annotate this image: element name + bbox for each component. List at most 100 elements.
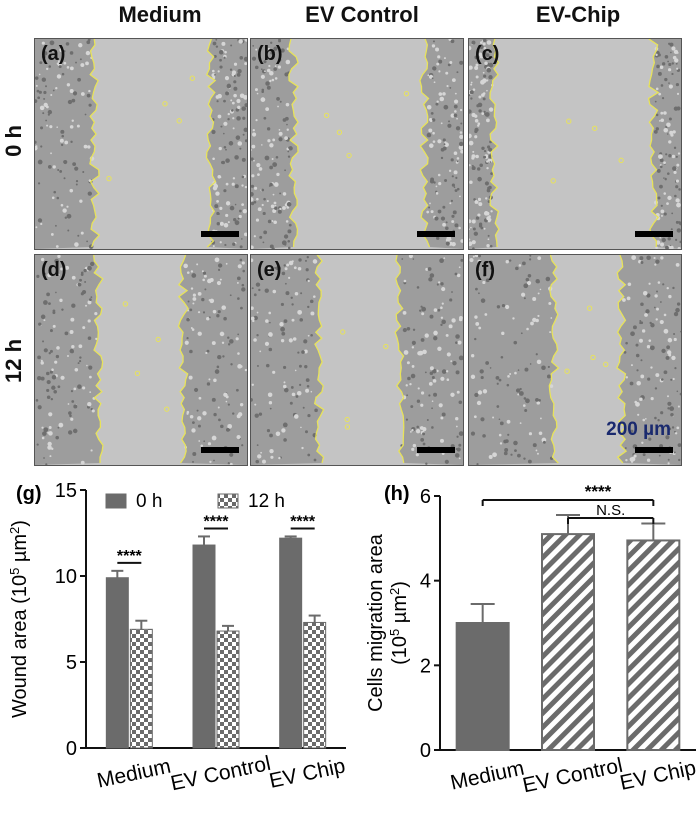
panel-letter: (e)	[257, 259, 282, 281]
wound-area-chart: (g) 0 5 10 15 Wound area (105 µm2) **** **** ***…	[7, 480, 348, 796]
column-title-ev-control: EV Control	[305, 2, 419, 27]
x-tick-label: EV Chip	[267, 754, 347, 793]
wound-edge-right	[205, 39, 217, 248]
y-axis-label-line1: Cells migration area	[365, 533, 387, 712]
floating-cell	[346, 152, 352, 159]
wound-image	[35, 255, 247, 465]
comparison-label: ****	[585, 482, 612, 501]
panel-letter: (d)	[41, 259, 67, 281]
scale-bar	[201, 231, 239, 237]
bar	[129, 628, 153, 749]
panel-letter: (a)	[41, 43, 66, 65]
cell-layer-left	[251, 255, 324, 465]
cell-layer-right	[419, 39, 463, 249]
wound-edge-right	[616, 255, 628, 464]
y-tick-label: 15	[55, 480, 77, 502]
micrograph-panel: (e)	[250, 254, 464, 466]
wound-edge-left	[288, 39, 299, 248]
bar	[192, 544, 216, 749]
column-title-ev-chip: EV-Chip	[535, 2, 621, 27]
y-axis-label: (105 µm2)	[387, 581, 412, 665]
bar	[303, 621, 327, 749]
legend-label: 12 h	[248, 491, 285, 512]
micrograph-panel: (d)	[34, 254, 248, 466]
y-tick-label: 4	[420, 571, 431, 593]
panel-letter: (g)	[16, 483, 42, 505]
floating-cell	[155, 336, 161, 343]
column-title-medium: Medium	[118, 2, 202, 27]
cell-layer-right	[206, 39, 247, 249]
wound-image	[35, 39, 247, 249]
significance-label: ****	[117, 548, 143, 565]
scale-bar	[417, 231, 455, 237]
y-tick-label: 2	[420, 655, 431, 677]
wound-edge-right	[177, 255, 189, 464]
floating-cell	[590, 354, 596, 361]
wound-edge-left	[489, 39, 500, 248]
x-tick-label: Medium	[95, 755, 173, 793]
cell-layer-right	[395, 255, 463, 465]
y-tick-label: 0	[66, 738, 77, 760]
x-tick-label: EV Control	[169, 752, 273, 796]
y-axis-label: Wound area (105 µm2)	[7, 520, 32, 718]
wound-image	[251, 39, 463, 249]
floating-cell	[164, 406, 170, 412]
bar	[455, 622, 510, 751]
bar	[626, 539, 681, 752]
cell-layer-left	[469, 39, 499, 249]
comparison-label: N.S.	[596, 502, 625, 519]
floating-cell	[336, 129, 343, 135]
row-label-0h: 0 h	[1, 125, 26, 157]
panel-letter: (c)	[475, 43, 500, 65]
scale-bar	[635, 231, 673, 237]
scale-bar	[201, 447, 239, 453]
floating-cell	[176, 118, 182, 124]
floating-cell	[189, 75, 195, 81]
floating-cell	[340, 329, 346, 335]
bar	[541, 533, 595, 751]
y-tick-label: 0	[420, 740, 431, 762]
bar	[105, 577, 129, 749]
floating-cell	[603, 361, 609, 368]
micrograph-panel: (b)	[250, 38, 464, 250]
floating-cell	[586, 305, 593, 311]
wound-edge-right	[394, 255, 405, 464]
wound-edge-left	[89, 39, 101, 248]
floating-cell	[592, 125, 598, 131]
floating-cell	[566, 118, 572, 124]
wound-image	[251, 255, 463, 465]
y-tick-label: 5	[66, 652, 77, 674]
legend-label: 0 h	[136, 491, 162, 512]
floating-cell	[323, 112, 330, 119]
panel-letter: (h)	[384, 483, 410, 505]
micrograph-panel: (f) 200 µm	[468, 254, 682, 466]
wound-edge-right	[419, 39, 431, 248]
cell-layer-left	[469, 255, 559, 465]
floating-cell	[162, 101, 168, 107]
floating-cell	[383, 343, 389, 350]
y-tick-label: 6	[420, 486, 431, 508]
x-tick-label: Medium	[448, 757, 526, 795]
scale-bar	[635, 447, 673, 453]
legend-swatch	[217, 493, 239, 509]
floating-cell	[344, 424, 351, 430]
floating-cell	[122, 301, 129, 307]
wound-edge-left	[313, 255, 325, 464]
floating-cell	[618, 157, 624, 164]
wound-edge-right	[647, 39, 660, 248]
x-tick-label: EV Chip	[618, 756, 698, 795]
x-tick-label: EV Control	[521, 754, 625, 798]
migration-area-chart: (h) 0 2 4 6 Cells migration area (105 µm2) ****…	[365, 482, 698, 798]
cell-layer-right	[178, 255, 247, 465]
floating-cell	[403, 91, 410, 97]
floating-cell	[106, 175, 112, 182]
bar	[216, 630, 240, 749]
floating-cell	[344, 416, 350, 423]
panel-letter: (f)	[475, 259, 495, 281]
wound-edge-left	[93, 255, 104, 464]
legend-swatch	[105, 493, 127, 509]
bar	[279, 537, 303, 749]
micrograph-panel: (c)	[468, 38, 682, 250]
floating-cell	[134, 370, 141, 376]
cell-layer-left	[35, 255, 103, 465]
